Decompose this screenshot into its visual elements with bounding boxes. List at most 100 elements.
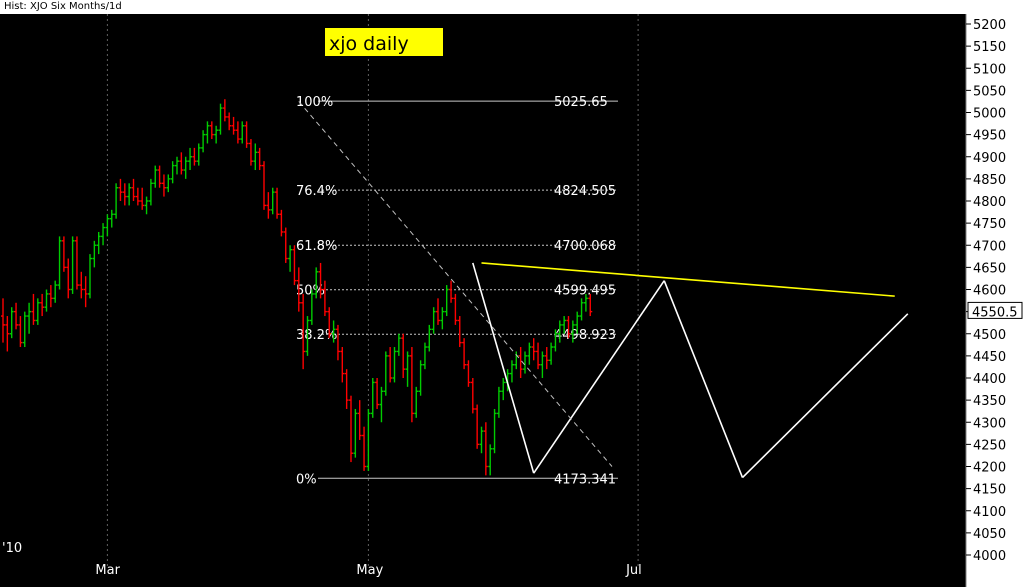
- price-tick-label: 4950: [973, 129, 1006, 144]
- ohlc-bar: [57, 236, 62, 290]
- ohlc-bar: [48, 285, 53, 308]
- ohlc-bar: [109, 209, 114, 228]
- ohlc-bar: [344, 369, 349, 409]
- ohlc-bar: [9, 307, 14, 339]
- date-axis-label: Jul: [625, 563, 642, 578]
- ohlc-bar: [540, 351, 545, 378]
- ohlc-bar: [370, 378, 375, 418]
- white-down-leg-1: [472, 262, 535, 474]
- fib-pct-label-1: 76.4%: [296, 184, 337, 199]
- ohlc-bar: [375, 378, 380, 409]
- ohlc-bar: [44, 289, 49, 312]
- ohlc-bar: [31, 293, 36, 325]
- ohlc-bar: [314, 267, 319, 299]
- ohlc-bar: [122, 183, 127, 206]
- price-tick-label: 4600: [973, 284, 1006, 299]
- title-background: [325, 28, 443, 56]
- fib-value-label-4: 4498.923: [554, 328, 616, 343]
- ohlc-bar: [444, 285, 449, 317]
- ohlc-bar: [405, 351, 410, 387]
- ohlc-bar: [22, 311, 27, 348]
- chart-title-box: xjo daily: [325, 28, 443, 56]
- ohlc-bar: [179, 152, 184, 175]
- date-axis-label: Mar: [95, 563, 120, 578]
- ohlc-bar: [327, 307, 332, 339]
- ohlc-bar: [379, 386, 384, 423]
- ohlc-bar: [396, 333, 401, 356]
- ohlc-bar: [14, 302, 19, 330]
- price-tick-label: 4250: [973, 438, 1006, 453]
- ohlc-bar: [227, 112, 232, 131]
- white-up-leg-1: [533, 280, 665, 474]
- ohlc-bar: [161, 174, 166, 197]
- ohlc-bar: [214, 125, 219, 144]
- price-tick-label: 5100: [973, 62, 1006, 77]
- ohlc-bar: [5, 316, 10, 352]
- ohlc-bar: [35, 298, 40, 325]
- price-tick-label: 4700: [973, 239, 1006, 254]
- ohlc-bar: [466, 360, 471, 387]
- ohlc-bar: [335, 324, 340, 361]
- ohlc-bar: [88, 254, 92, 299]
- ohlc-bar: [127, 183, 132, 206]
- last-price-marker: 4550.5: [967, 301, 1023, 320]
- fib-value-label-1: 4824.505: [554, 184, 616, 199]
- price-tick-label: 4450: [973, 350, 1006, 365]
- ohlc-bar: [549, 342, 554, 365]
- ohlc-bar: [231, 116, 236, 135]
- ohlc-bar: [301, 293, 306, 370]
- ohlc-bar: [270, 187, 275, 215]
- price-tick-label: 5150: [973, 40, 1006, 55]
- ohlc-bar: [309, 289, 314, 325]
- ohlc-bar: [253, 143, 258, 171]
- ohlc-bar: [192, 147, 197, 166]
- ohlc-bar: [257, 147, 262, 171]
- price-tick-label: 4850: [973, 173, 1006, 188]
- ohlc-bar: [453, 293, 458, 325]
- date-axis-label: May: [356, 563, 383, 578]
- last-price-label: 4550.5: [972, 305, 1018, 320]
- ohlc-bar: [1, 298, 5, 343]
- ohlc-bar: [518, 347, 523, 378]
- date-axis-labels: '10 Mar May Jul: [2, 541, 642, 578]
- ohlc-bar: [131, 178, 136, 201]
- price-axis-panel: [966, 14, 1024, 587]
- price-tick-label: 4350: [973, 394, 1006, 409]
- ohlc-bar: [153, 165, 158, 188]
- ohlc-bar: [74, 236, 79, 290]
- ohlc-bar: [118, 178, 123, 201]
- ohlc-bar: [66, 258, 71, 299]
- ohlc-bar: [366, 408, 371, 471]
- ohlc-bar: [501, 378, 506, 401]
- ohlc-bar: [222, 99, 227, 122]
- ohlc-bar: [462, 338, 467, 370]
- fib-dashed: [298, 101, 613, 467]
- ohlc-bar: [235, 121, 240, 144]
- ohlc-bar: [475, 404, 480, 449]
- ohlc-bar: [18, 316, 23, 348]
- ohlc-bar: [449, 280, 454, 303]
- fib-value-label-0: 5025.65: [554, 95, 608, 110]
- price-tick-label: 4000: [973, 549, 1006, 564]
- ohlc-bar: [148, 178, 153, 206]
- ohlc-bar: [144, 196, 149, 215]
- ohlc-bar: [483, 422, 488, 476]
- price-tick-label: 4900: [973, 151, 1006, 166]
- ohlc-bar: [201, 130, 206, 153]
- ohlc-bar: [570, 320, 575, 343]
- ohlc-bar: [509, 360, 514, 383]
- ohlc-bar: [349, 395, 353, 463]
- ohlc-bar: [427, 324, 432, 352]
- white-trendline: [741, 313, 909, 479]
- ohlc-bar: [479, 426, 484, 454]
- ohlc-bar: [357, 400, 362, 440]
- ohlc-bar: [40, 293, 45, 317]
- window-title: Hist: XJO Six Months/1d: [4, 1, 122, 12]
- ohlc-bar: [531, 338, 536, 361]
- ohlc-bar: [401, 333, 406, 378]
- fib-pct-label-5: 0%: [296, 472, 317, 487]
- fib-value-label-2: 4700.068: [554, 239, 616, 254]
- ohlc-bar: [492, 408, 497, 454]
